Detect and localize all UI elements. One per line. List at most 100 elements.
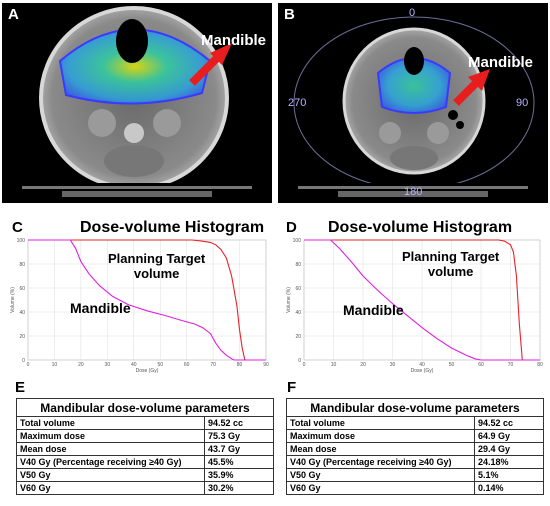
param-name-cell: V40 Gy (Percentage receiving ≥40 Gy): [286, 455, 475, 469]
y-tick-label: 0: [22, 358, 25, 364]
x-tick-label: 10: [331, 362, 337, 368]
ct-scan-a: [2, 6, 272, 203]
param-name-cell: Maximum dose: [16, 429, 205, 443]
table-row: Mean dose 43.7 Gy: [16, 442, 274, 456]
panel-letter-a: A: [8, 6, 19, 23]
y-tick-label: 100: [17, 238, 26, 244]
param-name-cell: V60 Gy: [16, 481, 205, 495]
table-row: V50 Gy 35.9%: [16, 468, 274, 482]
param-value-cell: 94.52 cc: [474, 416, 544, 430]
mandible-curve: [28, 239, 266, 361]
y-axis-title: Volume (%): [10, 287, 16, 313]
table-body-e: Total volume 94.52 cc Maximum dose 75.3 Gy M…: [16, 416, 274, 495]
x-axis-title: Dose (Gy): [136, 368, 159, 374]
x-tick-label: 0: [27, 362, 30, 368]
x-tick-label: 70: [210, 362, 216, 368]
table-row: V60 Gy 0.14%: [286, 481, 544, 495]
param-name-cell: V60 Gy: [286, 481, 475, 495]
x-tick-label: 60: [478, 362, 484, 368]
y-tick-label: 0: [298, 358, 301, 364]
ct-image-b: B Mandible 0 90 180 270: [278, 3, 548, 203]
dvh-chart-c: 0 10 20 30 40 50 60 70 80 90 0 20 40 60 80 100 Dose (Gy)…: [10, 238, 269, 374]
param-name-cell: V50 Gy: [286, 468, 475, 482]
table-body-f: Total volume 94.52 cc Maximum dose 64.9 Gy M…: [286, 416, 544, 495]
x-axis-title: Dose (Gy): [411, 368, 434, 374]
table-row: Maximum dose 75.3 Gy: [16, 429, 274, 443]
ct-scan-b: [278, 16, 548, 203]
x-tick-label: 20: [78, 362, 84, 368]
degree-right: 90: [516, 97, 529, 109]
param-value-cell: 0.14%: [474, 481, 544, 495]
param-name-cell: Mean dose: [16, 442, 205, 456]
table-title-f: Mandibular dose-volume parameters: [286, 398, 544, 416]
plot-area: [27, 239, 267, 361]
x-tick-label: 50: [449, 362, 455, 368]
dvh-chart-d: 0 10 20 30 40 50 60 70 80 0 20 40 60 80 100 Dose (Gy) Vo…: [286, 238, 543, 374]
ptv-label-c: Planning Target volume: [108, 251, 206, 282]
param-name-cell: Total volume: [16, 416, 205, 430]
y-tick-label: 80: [295, 262, 301, 268]
ct-image-a: A Mandible: [2, 3, 272, 203]
table-title-e: Mandibular dose-volume parameters: [16, 398, 274, 416]
y-tick-label: 40: [19, 310, 25, 316]
y-tick-label: 20: [19, 334, 25, 340]
panel-letter-c: C: [12, 219, 23, 236]
x-tick-label: 40: [131, 362, 137, 368]
table-row: V40 Gy (Percentage receiving ≥40 Gy) 45.5…: [16, 455, 274, 469]
x-tick-label: 20: [360, 362, 366, 368]
param-name-cell: Mean dose: [286, 442, 475, 456]
x-tick-label: 30: [105, 362, 111, 368]
param-value-cell: 35.9%: [204, 468, 274, 482]
y-tick-label: 40: [295, 310, 301, 316]
degree-top: 0: [409, 7, 416, 19]
mandible-curve: [304, 239, 540, 361]
panel-letter-d: D: [286, 219, 297, 236]
y-axis-title: Volume (%): [286, 287, 292, 313]
table-row: Maximum dose 64.9 Gy: [286, 429, 544, 443]
param-value-cell: 94.52 cc: [204, 416, 274, 430]
y-tick-label: 20: [295, 334, 301, 340]
dvh-title-d: Dose-volume Histogram: [328, 219, 513, 236]
x-tick-label: 0: [303, 362, 306, 368]
ptv-curve: [304, 239, 540, 361]
y-tick-label: 60: [295, 286, 301, 292]
mandible-label-b: Mandible: [468, 54, 534, 71]
x-tick-label: 80: [237, 362, 243, 368]
param-value-cell: 45.5%: [204, 455, 274, 469]
x-tick-label: 30: [390, 362, 396, 368]
panel-letter-f: F: [287, 379, 297, 396]
ptv-label-c-line1: Planning Target: [108, 251, 206, 266]
x-tick-label: 10: [52, 362, 58, 368]
table-row: V50 Gy 5.1%: [286, 468, 544, 482]
mandible-curve-label-d: Mandible: [343, 302, 404, 318]
ptv-label-c-line2: volume: [133, 265, 180, 281]
ptv-curve: [28, 239, 266, 361]
y-tick-label: 80: [19, 262, 25, 268]
dvh-title-c: Dose-volume Histogram: [80, 219, 265, 236]
param-value-cell: 30.2%: [204, 481, 274, 495]
params-table-e: Mandibular dose-volume parameters Total …: [16, 398, 274, 495]
param-value-cell: 24.18%: [474, 455, 544, 469]
ptv-label-d: Planning Target volume: [402, 249, 499, 280]
param-name-cell: Total volume: [286, 416, 475, 430]
mandible-label-a: Mandible: [201, 32, 267, 49]
x-tick-label: 70: [508, 362, 514, 368]
param-value-cell: 5.1%: [474, 468, 544, 482]
panel-letter-b: B: [284, 6, 295, 23]
panel-letter-e: E: [15, 379, 26, 396]
param-name-cell: V50 Gy: [16, 468, 205, 482]
mandible-curve-label-c: Mandible: [70, 300, 131, 316]
degree-left: 270: [288, 97, 307, 109]
param-name-cell: Maximum dose: [286, 429, 475, 443]
x-tick-label: 90: [263, 362, 269, 368]
param-value-cell: 43.7 Gy: [204, 442, 274, 456]
x-tick-label: 40: [419, 362, 425, 368]
y-tick-label: 60: [19, 286, 25, 292]
params-table-f: Mandibular dose-volume parameters Total …: [286, 398, 544, 495]
degree-bottom: 180: [404, 186, 423, 198]
ptv-label-d-line2: volume: [427, 263, 474, 279]
param-value-cell: 64.9 Gy: [474, 429, 544, 443]
x-tick-label: 50: [157, 362, 163, 368]
param-value-cell: 75.3 Gy: [204, 429, 274, 443]
table-row: Total volume 94.52 cc: [16, 416, 274, 430]
